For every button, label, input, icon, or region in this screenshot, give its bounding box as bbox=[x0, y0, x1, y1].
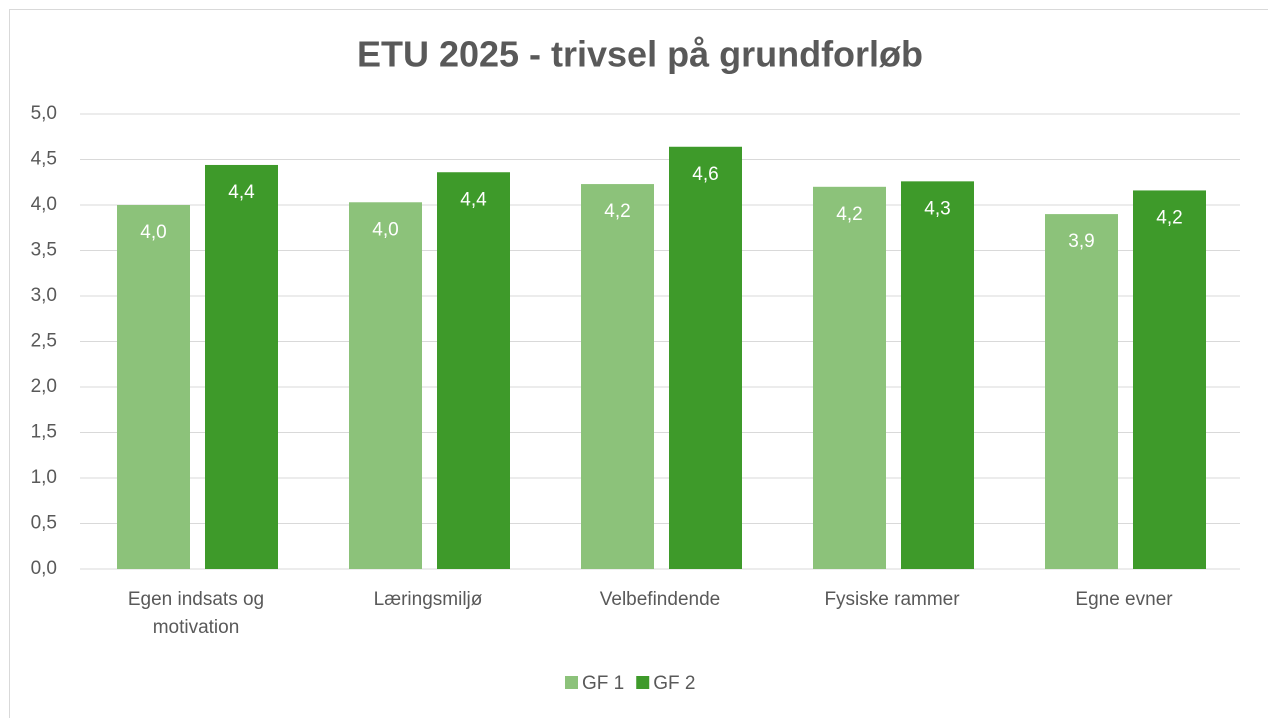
legend-swatch bbox=[565, 676, 578, 689]
legend-swatch bbox=[636, 676, 650, 689]
bar bbox=[437, 172, 510, 570]
x-tick-label: Egne evner bbox=[1075, 589, 1173, 610]
y-tick-label: 2,5 bbox=[31, 331, 57, 352]
bar bbox=[581, 184, 654, 569]
y-tick-label: 0,0 bbox=[31, 558, 57, 579]
value-label: 4,3 bbox=[924, 198, 950, 219]
value-label: 3,9 bbox=[1068, 231, 1094, 252]
value-label: 4,2 bbox=[836, 204, 862, 225]
value-label: 4,0 bbox=[140, 222, 166, 243]
y-tick-label: 0,5 bbox=[31, 513, 57, 534]
y-tick-label: 5,0 bbox=[31, 103, 57, 124]
chart-title: ETU 2025 - trivsel på grundforløb bbox=[357, 34, 923, 75]
bar bbox=[205, 164, 278, 569]
value-label: 4,4 bbox=[228, 182, 255, 203]
bar bbox=[901, 181, 974, 569]
legend-label: GF 2 bbox=[653, 673, 695, 694]
y-tick-label: 1,0 bbox=[31, 467, 57, 488]
bar bbox=[1133, 190, 1206, 569]
y-tick-label: 1,5 bbox=[31, 422, 57, 443]
legend-label: GF 1 bbox=[582, 673, 624, 694]
value-label: 4,2 bbox=[604, 201, 630, 222]
y-tick-label: 3,5 bbox=[31, 240, 57, 261]
bar bbox=[349, 202, 422, 569]
y-tick-label: 3,0 bbox=[31, 285, 57, 306]
bar bbox=[1045, 214, 1118, 569]
value-label: 4,0 bbox=[372, 219, 398, 240]
bar bbox=[669, 146, 742, 569]
x-tick-label: Egen indsats og motivation bbox=[127, 589, 265, 638]
y-tick-label: 2,0 bbox=[31, 376, 57, 397]
bar bbox=[813, 186, 886, 570]
value-label: 4,6 bbox=[692, 164, 718, 185]
y-tick-label: 4,5 bbox=[31, 149, 57, 170]
bar bbox=[117, 205, 190, 569]
y-tick-label: 4,0 bbox=[31, 194, 57, 215]
value-label: 4,4 bbox=[460, 189, 487, 210]
value-label: 4,2 bbox=[1156, 207, 1182, 228]
x-tick-label: Læringsmiljø bbox=[373, 589, 483, 610]
x-tick-label: Velbefindende bbox=[599, 589, 721, 610]
x-tick-label: Fysiske rammer bbox=[824, 589, 960, 610]
